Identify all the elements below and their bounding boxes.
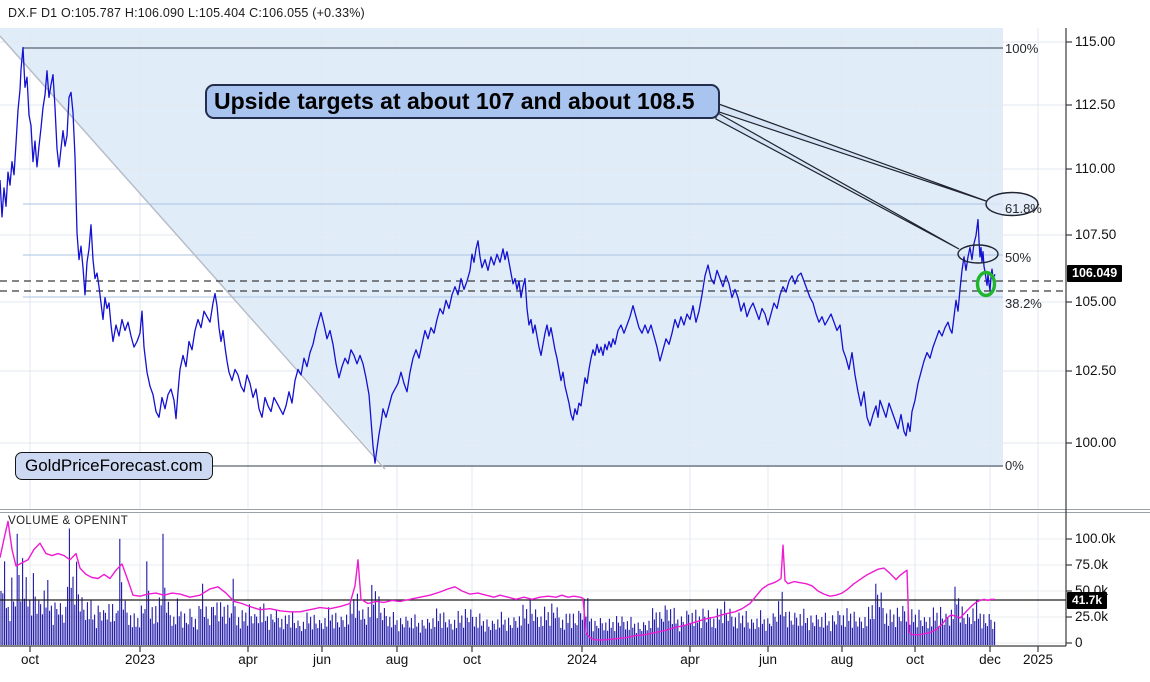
open-interest-badge: 41.7k (1067, 592, 1108, 609)
price-axis-label: 102.50 (1075, 363, 1117, 378)
time-axis-label: aug (385, 652, 409, 667)
price-axis-label: 112.50 (1075, 97, 1116, 112)
green-highlight-circle[interactable] (975, 270, 997, 298)
panel-divider-bg (0, 508, 1150, 514)
annotation-text: Upside targets at about 107 and about 10… (214, 88, 695, 114)
time-axis-label: oct (905, 652, 924, 667)
volume-axis-label: 75.0k (1075, 557, 1109, 572)
open-interest-line (0, 520, 995, 641)
time-axis-label: 2023 (124, 652, 156, 667)
price-line (0, 46, 996, 464)
volume-panel-title: VOLUME & OPENINT (8, 515, 129, 527)
volume-axis-label: 100.0k (1075, 531, 1116, 546)
time-axis-label: jun (312, 652, 331, 667)
fib-level-label: 100% (1005, 41, 1039, 56)
ohlc-header: DX.F D1 O:105.787 H:106.090 L:105.404 C:… (8, 6, 365, 20)
fib-level-label: 61.8% (1005, 201, 1042, 216)
target-ellipse-50[interactable] (957, 244, 999, 264)
watermark-text: GoldPriceForecast.com (25, 456, 203, 475)
fib-level-label: 0% (1005, 458, 1024, 473)
time-axis-label: oct (462, 652, 481, 667)
annotation-callout[interactable]: Upside targets at about 107 and about 10… (205, 84, 720, 119)
time-axis-label: 2025 (1022, 652, 1054, 667)
fib-level-label: 50% (1005, 250, 1032, 265)
price-axis-label: 107.50 (1075, 227, 1117, 242)
target-ellipse-618[interactable] (985, 191, 1039, 217)
price-axis-label: 100.00 (1075, 435, 1117, 450)
price-axis-label: 110.00 (1075, 161, 1116, 176)
last-price-badge: 106.049 (1067, 265, 1123, 282)
volume-axis-label: 25.0k (1075, 609, 1109, 624)
price-axis-label: 115.00 (1075, 34, 1116, 49)
watermark: GoldPriceForecast.com (15, 452, 213, 480)
time-axis-label: apr (238, 652, 258, 667)
trendline[interactable] (0, 35, 386, 470)
time-axis-label: aug (830, 652, 854, 667)
time-axis-label: apr (680, 652, 700, 667)
time-axis-label: dec (979, 652, 1001, 667)
fib-level-label: 38.2% (1005, 296, 1042, 311)
time-axis-label: jun (758, 652, 777, 667)
price-axis-label: 105.00 (1075, 294, 1117, 309)
volume-axis-label: 0 (1075, 635, 1083, 650)
time-axis-label: 2024 (566, 652, 598, 667)
time-axis-label: oct (20, 652, 39, 667)
